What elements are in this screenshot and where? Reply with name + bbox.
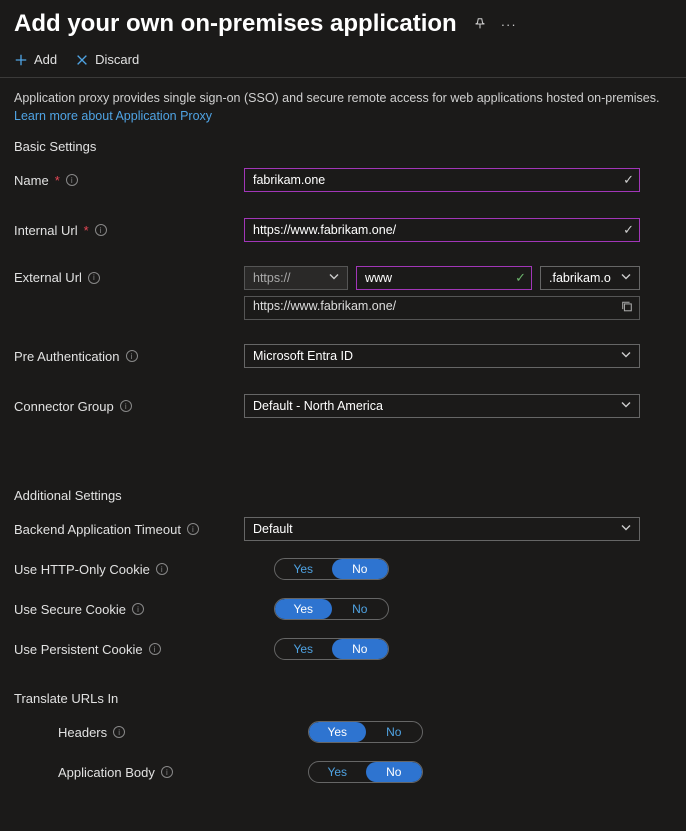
- section-additional: Additional Settings: [0, 486, 686, 509]
- name-input[interactable]: [244, 168, 640, 192]
- copy-icon[interactable]: [621, 301, 633, 316]
- toggle-no[interactable]: No: [332, 599, 389, 619]
- persistent-cookie-toggle[interactable]: Yes No: [274, 638, 389, 660]
- discard-label: Discard: [95, 52, 139, 67]
- headers-toggle[interactable]: Yes No: [308, 721, 423, 743]
- row-connector-group: Connector Group i: [0, 386, 686, 426]
- connector-group-select[interactable]: [244, 394, 640, 418]
- row-secure-cookie: Use Secure Cookie i Yes No: [0, 589, 686, 629]
- http-only-cookie-label: Use HTTP-Only Cookie: [14, 562, 150, 577]
- pin-icon[interactable]: [473, 17, 487, 31]
- row-name: Name * i ✓: [0, 160, 686, 200]
- external-sub-input[interactable]: [356, 266, 532, 290]
- backend-timeout-label: Backend Application Timeout: [14, 522, 181, 537]
- discard-button[interactable]: Discard: [75, 52, 139, 67]
- row-pre-auth: Pre Authentication i: [0, 336, 686, 376]
- toggle-no[interactable]: No: [332, 639, 389, 659]
- toggle-yes[interactable]: Yes: [275, 639, 332, 659]
- add-button[interactable]: Add: [14, 52, 57, 67]
- info-icon[interactable]: i: [88, 272, 100, 284]
- learn-more-link[interactable]: Learn more about Application Proxy: [14, 109, 212, 123]
- info-icon[interactable]: i: [161, 766, 173, 778]
- info-icon[interactable]: i: [132, 603, 144, 615]
- headers-label: Headers: [58, 725, 107, 740]
- toggle-no[interactable]: No: [366, 722, 423, 742]
- backend-timeout-select[interactable]: [244, 517, 640, 541]
- row-app-body: Application Body i Yes No: [0, 752, 686, 792]
- info-icon[interactable]: i: [95, 224, 107, 236]
- pre-auth-label: Pre Authentication: [14, 349, 120, 364]
- external-full-url: https://www.fabrikam.one/: [244, 296, 640, 320]
- toggle-no[interactable]: No: [366, 762, 423, 782]
- info-icon[interactable]: i: [156, 563, 168, 575]
- persistent-cookie-label: Use Persistent Cookie: [14, 642, 143, 657]
- section-translate: Translate URLs In: [0, 689, 686, 712]
- http-only-cookie-toggle[interactable]: Yes No: [274, 558, 389, 580]
- info-icon[interactable]: i: [126, 350, 138, 362]
- info-icon[interactable]: i: [149, 643, 161, 655]
- required-marker: *: [84, 223, 89, 238]
- description-text: Application proxy provides single sign-o…: [14, 91, 659, 105]
- info-icon[interactable]: i: [66, 174, 78, 186]
- info-icon[interactable]: i: [187, 523, 199, 535]
- description: Application proxy provides single sign-o…: [0, 78, 686, 137]
- app-body-toggle[interactable]: Yes No: [308, 761, 423, 783]
- connector-group-label: Connector Group: [14, 399, 114, 414]
- more-icon[interactable]: ···: [501, 17, 515, 31]
- row-headers: Headers i Yes No: [0, 712, 686, 752]
- app-body-label: Application Body: [58, 765, 155, 780]
- add-label: Add: [34, 52, 57, 67]
- required-marker: *: [55, 173, 60, 188]
- toggle-yes[interactable]: Yes: [309, 762, 366, 782]
- row-http-only-cookie: Use HTTP-Only Cookie i Yes No: [0, 549, 686, 589]
- info-icon[interactable]: i: [113, 726, 125, 738]
- external-scheme-select[interactable]: [244, 266, 348, 290]
- page-header: Add your own on-premises application ···: [0, 0, 686, 46]
- toggle-no[interactable]: No: [332, 559, 389, 579]
- toolbar: Add Discard: [0, 46, 686, 78]
- secure-cookie-toggle[interactable]: Yes No: [274, 598, 389, 620]
- toggle-yes[interactable]: Yes: [309, 722, 366, 742]
- internal-url-label: Internal Url: [14, 223, 78, 238]
- row-backend-timeout: Backend Application Timeout i: [0, 509, 686, 549]
- row-internal-url: Internal Url * i ✓: [0, 210, 686, 250]
- internal-url-input[interactable]: [244, 218, 640, 242]
- name-label: Name: [14, 173, 49, 188]
- external-domain-select[interactable]: [540, 266, 640, 290]
- row-external-url: External Url i ✓ https://www.fabrikam.on…: [0, 260, 686, 326]
- secure-cookie-label: Use Secure Cookie: [14, 602, 126, 617]
- external-url-label: External Url: [14, 270, 82, 285]
- info-icon[interactable]: i: [120, 400, 132, 412]
- section-basic: Basic Settings: [0, 137, 686, 160]
- pre-auth-select[interactable]: [244, 344, 640, 368]
- page-title: Add your own on-premises application: [14, 10, 457, 38]
- toggle-yes[interactable]: Yes: [275, 559, 332, 579]
- toggle-yes[interactable]: Yes: [275, 599, 332, 619]
- row-persistent-cookie: Use Persistent Cookie i Yes No: [0, 629, 686, 669]
